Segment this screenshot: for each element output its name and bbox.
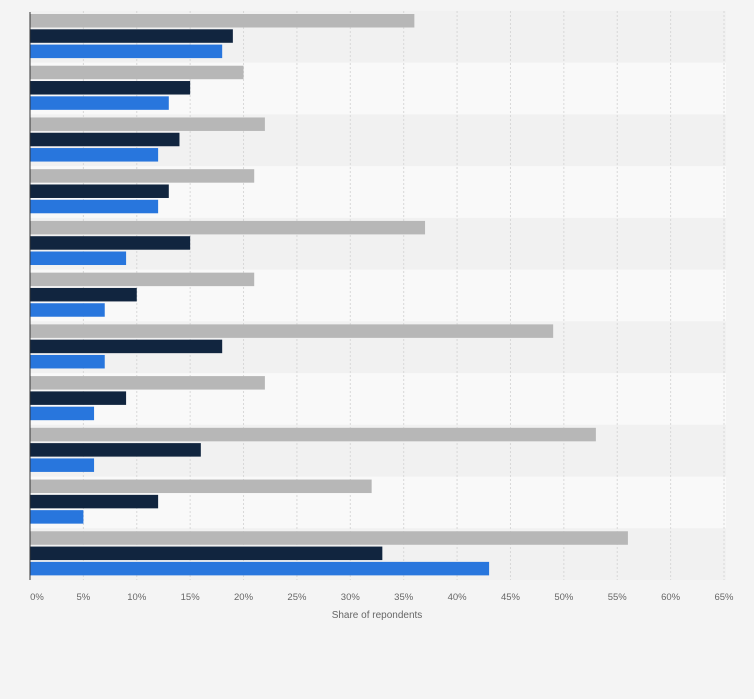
bar-series-1[interactable] <box>30 272 255 287</box>
x-tick-label: 20% <box>234 592 254 603</box>
bar-series-3[interactable] <box>30 303 105 317</box>
bar-series-2[interactable] <box>30 236 191 250</box>
bar-series-3[interactable] <box>30 406 95 421</box>
bar-series-1[interactable] <box>30 169 255 183</box>
bar-series-1[interactable] <box>30 220 426 235</box>
x-tick-label: 45% <box>501 592 521 603</box>
bar-series-1[interactable] <box>30 376 265 390</box>
bar-series-3[interactable] <box>30 510 84 524</box>
x-tick-label: 50% <box>554 592 574 603</box>
bar-series-3[interactable] <box>30 561 490 576</box>
bar-series-1[interactable] <box>30 531 628 545</box>
bar-series-3[interactable] <box>30 96 169 110</box>
bar-series-2[interactable] <box>30 494 159 509</box>
x-tick-label: 10% <box>127 592 147 603</box>
x-tick-label: 15% <box>181 592 201 603</box>
x-tick-label: 60% <box>661 592 681 603</box>
bar-series-2[interactable] <box>30 81 191 95</box>
x-tick-label: 30% <box>341 592 361 603</box>
x-tick-label: 0% <box>30 592 44 603</box>
bar-series-3[interactable] <box>30 251 127 266</box>
x-tick-label: 55% <box>608 592 628 603</box>
bar-series-3[interactable] <box>30 199 159 214</box>
bar-series-2[interactable] <box>30 132 180 147</box>
bar-series-3[interactable] <box>30 354 105 369</box>
bar-series-1[interactable] <box>30 65 244 80</box>
bar-series-2[interactable] <box>30 391 127 405</box>
x-axis-label: Share of repondents <box>332 610 423 621</box>
bar-series-2[interactable] <box>30 546 383 561</box>
x-tick-label: 65% <box>714 592 734 603</box>
x-tick-label: 5% <box>77 592 91 603</box>
bar-series-2[interactable] <box>30 29 233 43</box>
bar-series-3[interactable] <box>30 148 159 162</box>
bar-series-1[interactable] <box>30 117 265 131</box>
x-tick-label: 25% <box>287 592 307 603</box>
bar-series-1[interactable] <box>30 479 372 494</box>
x-tick-label: 40% <box>448 592 468 603</box>
x-tick-label: 35% <box>394 592 414 603</box>
bar-series-3[interactable] <box>30 458 95 472</box>
bar-series-2[interactable] <box>30 339 223 354</box>
bar-series-2[interactable] <box>30 443 201 457</box>
bar-series-1[interactable] <box>30 324 554 338</box>
bar-series-3[interactable] <box>30 44 223 59</box>
bar-series-2[interactable] <box>30 184 169 198</box>
bar-series-1[interactable] <box>30 427 596 442</box>
bar-series-1[interactable] <box>30 14 415 28</box>
bar-series-2[interactable] <box>30 287 137 302</box>
